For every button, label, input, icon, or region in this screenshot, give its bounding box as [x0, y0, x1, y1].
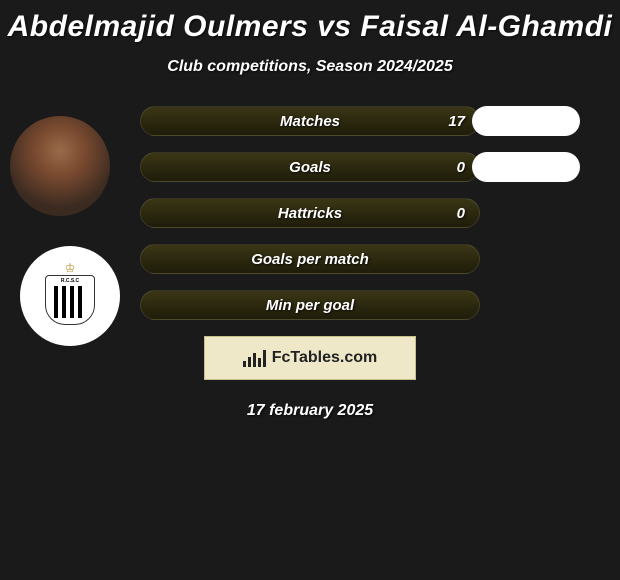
stat-value-left: 0 [457, 159, 465, 176]
stat-value-left: 17 [448, 113, 465, 130]
stat-label: Hattricks [141, 205, 479, 222]
stat-pill-left: Hattricks0 [140, 198, 480, 228]
stat-row: Hattricks0 [20, 198, 600, 228]
stat-pill-left: Goals0 [140, 152, 480, 182]
stat-label: Min per goal [141, 297, 479, 314]
club-code: R.C.S.C [46, 278, 94, 284]
stat-pill-left: Min per goal [140, 290, 480, 320]
widget-container: Abdelmajid Oulmers vs Faisal Al-Ghamdi C… [0, 0, 620, 420]
stat-row: Goals0 [20, 152, 600, 182]
brand-logo-box[interactable]: FcTables.com [204, 336, 416, 380]
stat-row: Min per goal [20, 290, 600, 320]
stat-label: Goals [141, 159, 479, 176]
stat-pill-right [472, 106, 580, 136]
stat-label: Goals per match [141, 251, 479, 268]
brand-logo-text: FcTables.com [272, 349, 378, 367]
stat-label: Matches [141, 113, 479, 130]
stat-value-left: 0 [457, 205, 465, 222]
stat-pill-left: Goals per match [140, 244, 480, 274]
stat-row: Matches17 [20, 106, 600, 136]
stats-area: ♔ R.C.S.C Matches17Goals0Hattricks0Goals… [0, 106, 620, 320]
subtitle: Club competitions, Season 2024/2025 [0, 58, 620, 76]
stat-pill-right [472, 152, 580, 182]
date-label: 17 february 2025 [0, 402, 620, 420]
stat-row: Goals per match [20, 244, 600, 274]
page-title: Abdelmajid Oulmers vs Faisal Al-Ghamdi [0, 10, 620, 44]
stat-pill-left: Matches17 [140, 106, 480, 136]
bar-chart-icon [243, 350, 266, 367]
